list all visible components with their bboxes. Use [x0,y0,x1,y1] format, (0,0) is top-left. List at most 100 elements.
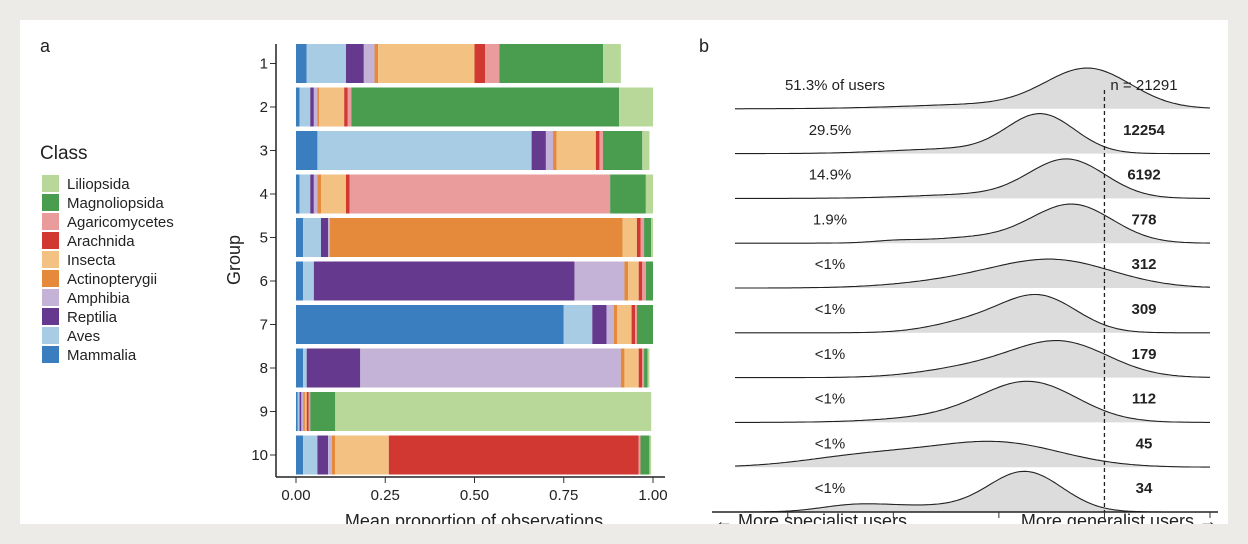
legend-swatch [42,232,59,249]
ridge-count-label: 312 [1131,256,1156,273]
y-tick-label: 9 [260,404,268,421]
legend-swatch [42,251,59,268]
bar-segment [647,348,650,388]
bar-segment [308,392,311,431]
y-tick-label: 4 [260,186,268,203]
bar-segment [485,44,500,83]
legend-label: Amphibia [67,290,130,307]
ridge-share-label: <1% [815,480,845,497]
legend-swatch [42,327,59,344]
legend-label: Insecta [67,252,116,269]
y-tick-label: 10 [251,447,268,464]
bar-segment [310,174,314,214]
bar-segment [317,131,532,170]
bar-segment [313,87,318,127]
panel-b-label: b [699,36,709,56]
bar-segment [638,348,643,388]
bar-segment [595,131,600,170]
bar-segment [631,305,636,344]
xlabel-specialist: ← More specialist users [715,511,907,524]
y-axis-title: Group [224,235,244,285]
y-tick-label: 2 [260,99,268,116]
bar-segment [299,174,311,214]
legend-label: Agaricomycetes [67,214,174,231]
bar-segment [296,392,298,431]
xlabel-generalist: More generalist users → [1021,511,1217,524]
ridge-count-label: 12254 [1123,122,1165,139]
y-tick-label: 5 [260,230,268,247]
bar-segment [303,348,307,388]
bar-segment [638,261,643,301]
bar-segment [638,435,641,475]
legend-swatch [42,175,59,192]
bar-segment [349,174,611,214]
ridge-fill [735,340,1210,378]
bar-segment [313,174,318,214]
legend-swatch [42,270,59,287]
bar-segment [296,435,304,475]
bar-segment [329,218,623,257]
y-tick-label: 7 [260,317,268,334]
ridge-share-label: 1.9% [813,211,847,228]
bar-segment [553,131,557,170]
bar-segment [296,348,304,388]
ridge-count-label: 309 [1131,301,1156,318]
legend-label: Aves [67,328,100,345]
legend-swatch [42,308,59,325]
bar-segment [297,392,300,431]
bar-segment [328,218,330,257]
panel-b-x-tick-label: −30 [775,522,800,524]
bar-segment [306,348,361,388]
bar-segment [640,218,645,257]
bar-segment [642,261,646,301]
ridge-line [735,67,1211,110]
bar-segment [299,87,311,127]
ridge-share-label: <1% [815,256,845,273]
bar-segment [317,435,329,475]
bar-segment [303,261,314,301]
x-tick-label: 0.00 [281,487,310,504]
bar-segment [335,435,389,475]
bar-segment [628,261,639,301]
y-tick-label: 8 [260,360,268,377]
ridge-share-label: <1% [815,435,845,452]
legend-label: Reptilia [67,309,118,326]
ridge-line [734,440,1210,468]
bar-segment [374,44,379,83]
ridge-line [735,380,1210,423]
bar-segment [388,435,639,475]
legend-title: Class [40,143,88,164]
figure-panel: a 1 2 3 4 5 6 7 8 9 10 0.00 0.25 0.50 0.75 1.00 Mean pro… [20,20,1228,524]
bar-segment [644,218,652,257]
bar-segment [313,261,575,301]
x-tick-label: 1.00 [638,487,667,504]
ridge-fill [735,259,1210,288]
bar-segment [328,435,332,475]
ridge-count-label: 112 [1132,391,1156,408]
bar-segment [474,44,486,83]
bar-segment [310,392,336,431]
bar-segment [603,44,621,83]
legend-label: Liliopsida [67,176,130,193]
bar-segment [620,348,625,388]
panel-b-x-tick-label: −10 [986,522,1011,524]
panel-b-x-tick-label: 10 [1202,522,1219,524]
ridge-line [735,158,1210,199]
y-tick-label: 6 [260,273,268,290]
bar-segment [301,392,304,431]
bar-segment [363,44,375,83]
bar-segment [531,131,546,170]
bar-segment [296,261,304,301]
bar-segment [378,44,475,83]
legend-swatch [42,213,59,230]
legend-label: Magnoliopsida [67,195,164,212]
ridge-fill [735,113,1210,154]
ridge-fill [735,158,1210,199]
ridge-count-label: 778 [1131,211,1156,228]
bar-segment [651,218,653,257]
x-tick-label: 0.25 [371,487,400,504]
bar-segment [320,218,329,257]
bar-segment [296,174,300,214]
bar-segment [622,218,637,257]
bar-segment [556,131,596,170]
